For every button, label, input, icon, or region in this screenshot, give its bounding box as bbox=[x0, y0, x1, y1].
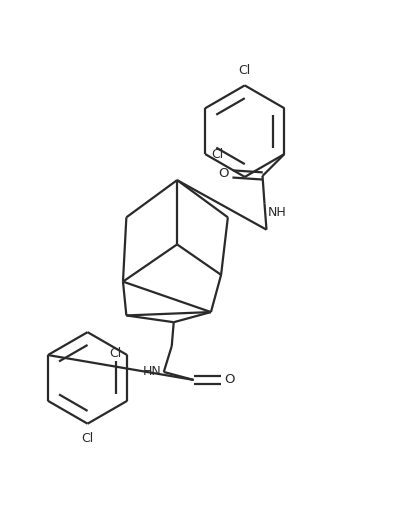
Text: Cl: Cl bbox=[211, 148, 223, 161]
Text: Cl: Cl bbox=[109, 346, 121, 360]
Text: NH: NH bbox=[268, 206, 287, 219]
Text: HN: HN bbox=[143, 366, 162, 378]
Text: Cl: Cl bbox=[82, 432, 94, 445]
Text: O: O bbox=[218, 167, 229, 180]
Text: Cl: Cl bbox=[239, 65, 251, 77]
Text: O: O bbox=[224, 373, 235, 386]
